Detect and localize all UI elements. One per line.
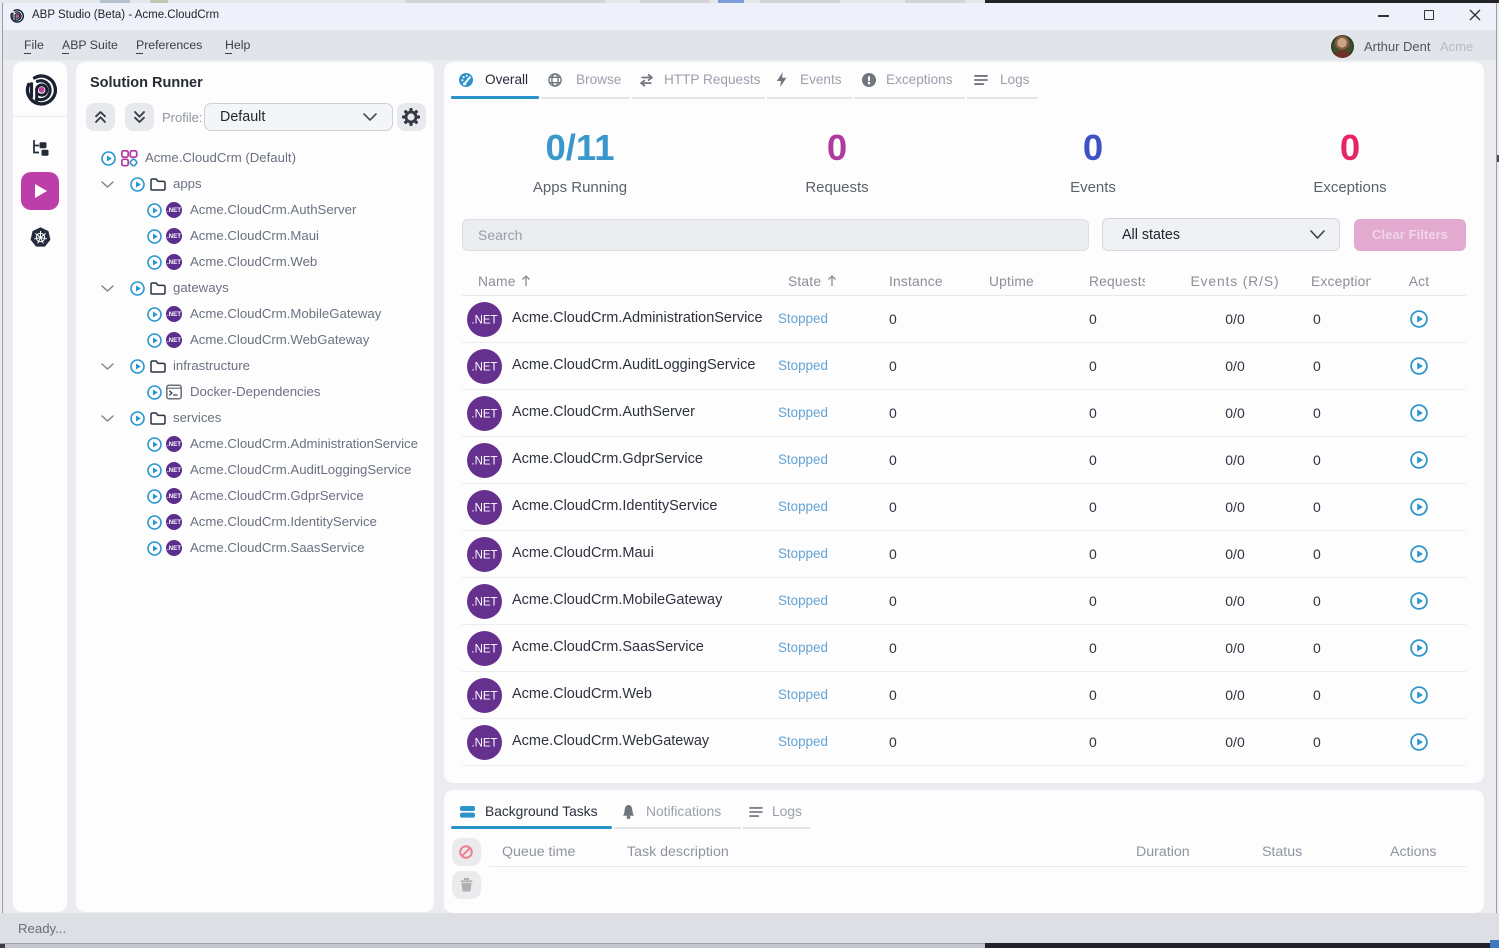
svg-text:.NET: .NET	[471, 549, 497, 561]
svg-text:.NET: .NET	[167, 311, 181, 318]
svg-text:.NET: .NET	[167, 467, 181, 474]
svg-text:.NET: .NET	[167, 207, 181, 214]
svg-text:.NET: .NET	[471, 737, 497, 749]
svg-text:.NET: .NET	[471, 502, 497, 514]
svg-text:.NET: .NET	[167, 337, 181, 344]
svg-text:.NET: .NET	[471, 690, 497, 702]
svg-text:.NET: .NET	[471, 455, 497, 467]
svg-text:.NET: .NET	[471, 596, 497, 608]
svg-text:.NET: .NET	[167, 233, 181, 240]
svg-text:.NET: .NET	[471, 314, 497, 326]
svg-text:.NET: .NET	[471, 408, 497, 420]
svg-text:.NET: .NET	[167, 441, 181, 448]
svg-text:.NET: .NET	[471, 643, 497, 655]
svg-text:.NET: .NET	[167, 519, 181, 526]
svg-text:.NET: .NET	[167, 493, 181, 500]
svg-text:.NET: .NET	[167, 259, 181, 266]
svg-text:.NET: .NET	[167, 545, 181, 552]
svg-text:.NET: .NET	[471, 361, 497, 373]
